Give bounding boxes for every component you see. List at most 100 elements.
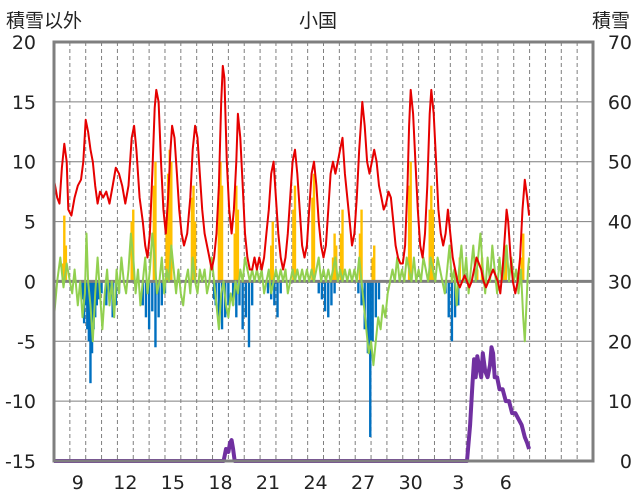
negative-bar [154,281,157,348]
x-tick-label: 24 [303,472,327,494]
negative-bar [371,281,374,342]
precip-bar [236,209,240,282]
right-tick-label: 0 [620,451,632,473]
negative-bar [360,281,363,306]
negative-bar [227,281,230,306]
precip-bar [504,245,508,282]
negative-bar [147,281,151,330]
x-tick-label: 6 [500,472,512,494]
precip-bar [152,185,156,282]
precip-bar [431,209,435,282]
precip-bar [130,221,133,282]
left-tick-label: 10 [12,152,36,174]
temp-min-line [53,232,531,367]
series-layer [53,64,593,463]
negative-bar [374,281,378,318]
x-tick-label: 9 [72,472,84,494]
right-tick-label: 50 [608,152,632,174]
left-tick-label: 0 [24,271,36,293]
x-tick-label: 12 [113,472,137,494]
negative-bar [247,281,251,348]
negative-bar [273,281,276,306]
temp-max-line [53,64,531,295]
precip-bar [132,209,135,282]
precip-bar [154,161,157,282]
precip-bar [192,185,195,282]
right-tick-label: 70 [608,32,632,54]
right-tick-label: 20 [608,331,632,353]
negative-bar [100,281,103,294]
precip-bar [312,173,316,282]
plot-frame [52,40,595,463]
precip-bar [193,221,197,282]
right-tick-label: 40 [608,212,632,234]
negative-bar [89,281,92,384]
negative-bar [141,281,144,306]
x-tick-label: 15 [161,472,185,494]
negative-bar [266,281,270,294]
negative-bar [217,281,221,324]
grid-layer [54,41,593,462]
left-tick-label: 20 [12,32,36,54]
negative-bar [244,281,248,318]
negative-bar [238,281,241,306]
precip-bar [430,185,433,282]
negative-bar [220,281,224,330]
negative-bar [377,281,381,300]
negative-bar [327,281,330,318]
precip-bar [428,209,431,282]
precip-bar [269,245,273,282]
negative-bar [250,281,254,306]
precip-bar [190,197,194,282]
negative-bar [330,281,333,306]
negative-bar [276,281,279,318]
precip-bar [166,173,170,282]
negative-bar [323,281,327,312]
negative-bar [241,281,244,330]
precip-bar [409,161,412,282]
negative-bar [453,281,457,318]
precip-bar [292,209,295,282]
precip-bar [170,161,173,282]
left-tick-label: -5 [17,331,36,353]
right-tick-label: 30 [608,271,632,293]
right-tick-label: 10 [608,391,632,413]
precip-bar [373,245,376,282]
precip-bar [220,185,224,282]
right-tick-label: 60 [608,92,632,114]
precip-bar [271,221,274,282]
left-tick-label: -15 [5,451,36,473]
precip-bar [341,209,344,282]
x-tick-label: 18 [208,472,232,494]
left-axis-label: 積雪以外 [6,10,82,32]
chart-title: 小国 [299,10,337,32]
negative-bar [105,281,108,306]
precip-bar [217,197,221,282]
precip-bar [219,161,222,282]
negative-bar [160,281,163,306]
left-tick-label: 15 [12,92,36,114]
right-axis-label: 積雪 [592,10,630,32]
precip-bar [311,197,314,282]
negative-bar [235,281,238,318]
negative-bar [81,281,84,300]
negative-bar [144,281,148,318]
negative-bar [369,281,372,438]
precip-bar [371,257,374,282]
negative-bar [231,281,235,306]
negative-bar [447,281,450,318]
negative-bar [157,281,160,318]
x-tick-label: 3 [452,472,464,494]
x-tick-label: 30 [399,472,423,494]
negative-bar [333,281,336,294]
negative-bar [450,281,454,342]
precip-bar [360,209,363,282]
precip-bar [165,221,168,282]
negative-bar [366,281,370,354]
negative-bar [151,281,154,312]
precip-bar [293,185,297,282]
negative-bar [97,281,100,300]
negative-bar [108,281,111,294]
